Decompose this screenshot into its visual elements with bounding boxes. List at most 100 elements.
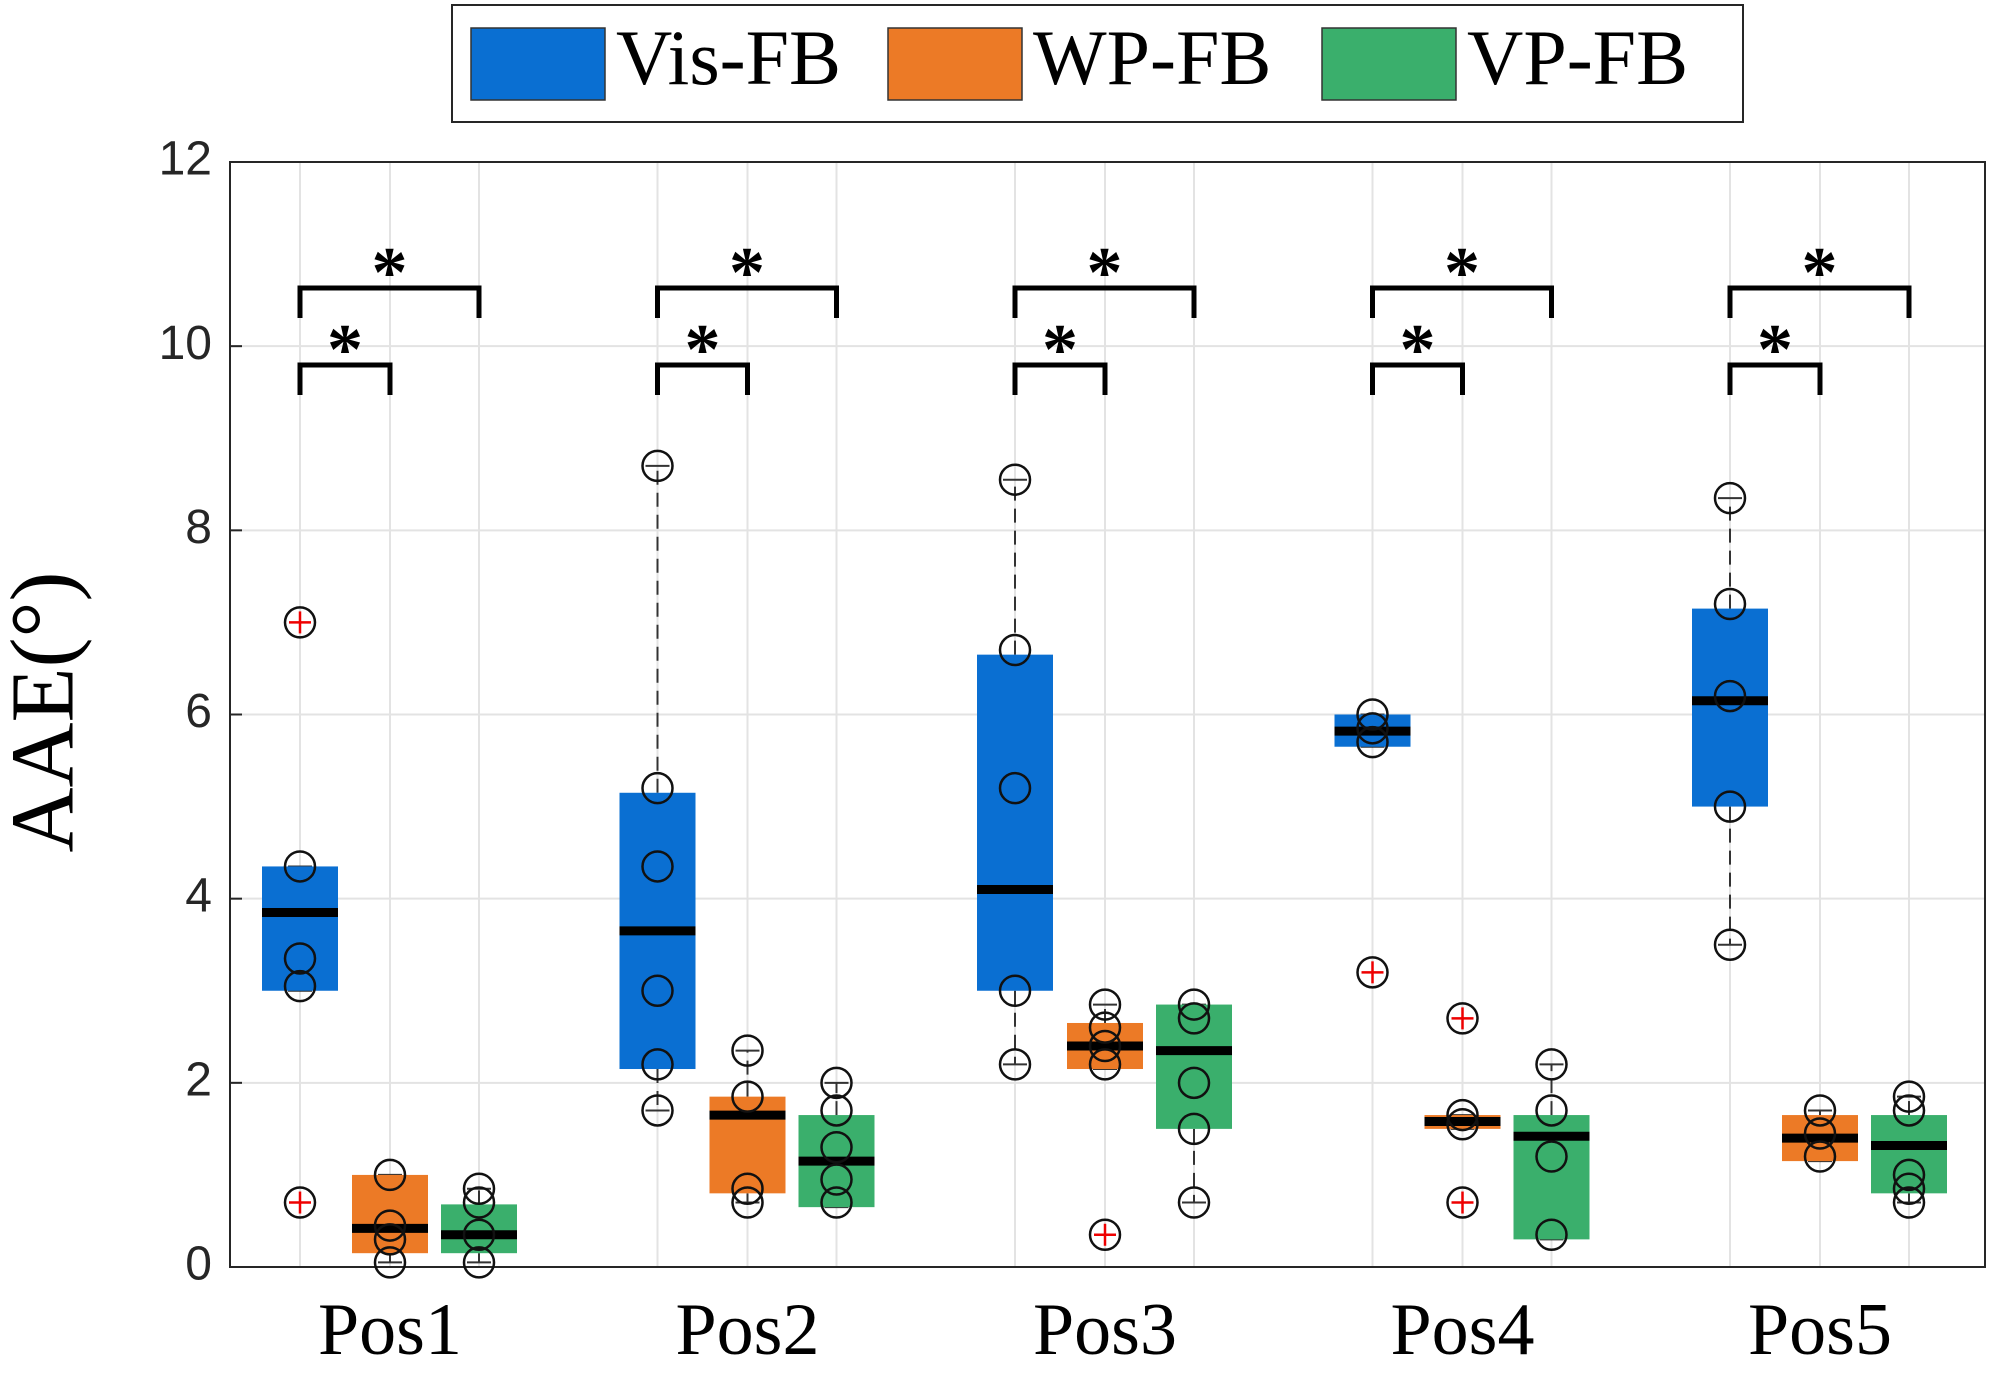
data-point	[998, 771, 1032, 805]
data-point	[1535, 1140, 1568, 1173]
data-point	[641, 974, 674, 1007]
box	[977, 654, 1053, 991]
x-tick-label: Pos3	[1033, 1289, 1177, 1371]
y-tick-label: 8	[185, 501, 212, 554]
box	[1871, 1115, 1947, 1194]
data-point	[641, 850, 674, 883]
x-tick-label: Pos2	[676, 1289, 820, 1371]
significance-bracket	[1370, 362, 1465, 395]
significance-label: *	[372, 233, 408, 313]
data-point	[1356, 712, 1389, 745]
data-point	[1535, 1048, 1568, 1081]
data-point	[462, 1186, 496, 1219]
significance-bracket	[297, 362, 393, 395]
data-point	[820, 1163, 853, 1196]
data-point	[1713, 481, 1747, 515]
significance-bracket	[297, 285, 482, 318]
outlier	[283, 606, 317, 639]
data-point	[1535, 1218, 1568, 1252]
legend-label: Vis-FB	[616, 14, 841, 101]
data-point	[1177, 1066, 1211, 1100]
significance-label: *	[1400, 310, 1436, 390]
outlier	[1088, 1218, 1122, 1252]
data-point	[731, 1034, 764, 1067]
data-point	[1803, 1140, 1837, 1173]
significance-bracket	[1370, 285, 1554, 318]
data-point	[462, 1218, 496, 1252]
significance-label: *	[1444, 233, 1480, 313]
data-point	[731, 1172, 764, 1205]
data-point	[820, 1066, 853, 1100]
outlier	[1446, 1002, 1479, 1035]
data-point	[820, 1186, 853, 1219]
data-point	[1713, 928, 1747, 961]
data-point	[283, 969, 317, 1003]
data-point	[641, 449, 674, 483]
legend-swatch	[1321, 27, 1457, 101]
legend-swatch	[887, 27, 1023, 101]
data-point	[1713, 587, 1747, 621]
data-point	[1446, 1108, 1479, 1141]
y-tick-label: 0	[185, 1238, 212, 1291]
data-point	[998, 633, 1032, 667]
data-point	[373, 1246, 407, 1279]
significance-bracket	[1012, 285, 1197, 318]
data-point	[373, 1209, 407, 1242]
data-point	[1356, 698, 1389, 731]
data-point	[283, 850, 317, 883]
data-point	[731, 1186, 764, 1219]
data-point	[1892, 1158, 1926, 1192]
data-point	[1088, 1029, 1122, 1063]
data-point	[998, 463, 1032, 496]
data-point	[1177, 1002, 1211, 1035]
significance-label: *	[1802, 233, 1838, 313]
significance-label: *	[327, 310, 363, 390]
data-point	[373, 1158, 407, 1192]
significance-label: *	[685, 310, 721, 390]
box	[1692, 608, 1768, 807]
data-point	[1803, 1094, 1837, 1127]
significance-bracket	[1727, 285, 1912, 318]
data-point	[1356, 725, 1389, 759]
x-tick-label: Pos4	[1391, 1289, 1535, 1371]
data-point	[1803, 1117, 1837, 1150]
data-point	[1177, 1112, 1211, 1146]
data-point	[283, 942, 317, 975]
outlier-ring	[283, 606, 317, 639]
significance-bracket	[1012, 362, 1108, 395]
data-point	[1446, 1098, 1479, 1132]
y-tick-label: 4	[185, 869, 212, 922]
x-tick-label: Pos5	[1748, 1289, 1892, 1371]
outlier-ring	[1446, 1002, 1479, 1035]
data-point	[1713, 679, 1747, 713]
data-point	[998, 974, 1032, 1007]
significance-bracket	[1727, 362, 1823, 395]
outlier	[283, 1186, 317, 1219]
data-point	[1892, 1094, 1926, 1127]
y-tick-label: 2	[185, 1054, 212, 1107]
data-point	[641, 1048, 674, 1081]
significance-label: *	[1042, 310, 1078, 390]
outlier-ring	[1356, 956, 1389, 989]
data-point	[731, 1080, 764, 1113]
data-point	[1177, 988, 1211, 1021]
data-point	[1088, 1048, 1122, 1081]
data-point	[820, 1094, 853, 1127]
data-point	[1088, 1011, 1122, 1044]
significance-label: *	[729, 233, 765, 313]
data-point	[820, 1131, 853, 1164]
plot-frame	[229, 161, 1986, 1268]
significance-label: *	[1757, 310, 1793, 390]
data-point	[1535, 1094, 1568, 1127]
data-point	[1892, 1186, 1926, 1219]
legend-label: VP-FB	[1467, 14, 1688, 101]
outlier	[1446, 1186, 1479, 1219]
significance-bracket	[655, 362, 750, 395]
outlier-ring	[283, 1186, 317, 1219]
data-point	[462, 1172, 496, 1205]
data-point	[1713, 790, 1747, 823]
data-point	[641, 771, 674, 805]
data-point	[1892, 1172, 1926, 1205]
data-point	[1177, 1186, 1211, 1219]
